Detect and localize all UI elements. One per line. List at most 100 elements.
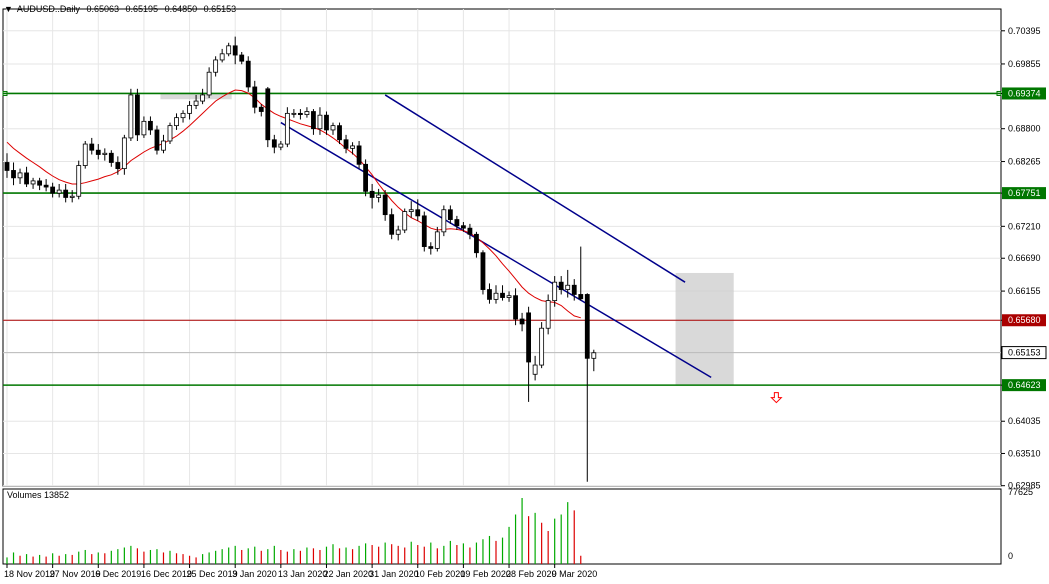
price-tick-label: 0.64035 <box>1008 416 1041 426</box>
candle-body <box>206 71 212 96</box>
candle-body <box>408 209 414 212</box>
candle-body <box>134 94 140 136</box>
down-arrow-icon <box>770 392 783 404</box>
price-tick-label: 0.70395 <box>1008 26 1041 36</box>
candle-body <box>558 281 564 290</box>
candle-body <box>102 152 108 155</box>
volume-tick-label: 0 <box>1008 551 1013 561</box>
candle-body <box>454 219 460 227</box>
date-tick-label: 16 Dec 2019 <box>141 569 192 579</box>
symbol-label: AUDUSD..Daily <box>16 4 80 14</box>
current-price-box <box>1001 346 1047 360</box>
main-plot-frame <box>2 8 1002 487</box>
candle-body <box>167 125 173 142</box>
open-value: 0.65063 <box>86 4 119 14</box>
candle-body <box>304 111 310 115</box>
candles <box>4 36 597 482</box>
volume-header: Volumes 13852 <box>7 490 70 500</box>
candle-body <box>43 184 49 188</box>
candle-body <box>474 233 479 254</box>
candle-body <box>187 104 192 114</box>
candle-body <box>69 195 75 198</box>
date-tick-label: 18 Nov 2019 <box>4 569 55 579</box>
price-label-box <box>1002 314 1046 327</box>
candle-body <box>402 211 408 231</box>
candle-body <box>428 246 434 249</box>
price-tick-label: 0.66155 <box>1008 286 1041 296</box>
candle-body <box>447 209 453 220</box>
moving-average <box>6 89 581 319</box>
price-label-text: 0.65680 <box>1008 315 1041 325</box>
candle-body <box>265 88 271 141</box>
candle-body <box>232 45 238 56</box>
date-tick-label: 6 Dec 2019 <box>95 569 141 579</box>
grid <box>3 9 1001 487</box>
candle-body <box>539 327 545 366</box>
candle-body <box>395 229 401 235</box>
price-label-box <box>1002 379 1046 392</box>
candle-body <box>337 125 342 141</box>
price-tick-label: 0.67210 <box>1008 221 1041 231</box>
candle-body <box>89 143 95 151</box>
candle-body <box>506 295 512 298</box>
candle-body <box>82 143 88 166</box>
chart-header: ▼ AUDUSD..Daily 0.65063 0.65195 0.64850 0… <box>4 4 240 14</box>
candle-body <box>369 190 375 198</box>
current-price-text: 0.65153 <box>1008 348 1041 358</box>
moving-average-line <box>6 89 581 319</box>
candle-body <box>467 227 473 235</box>
candle-body <box>578 294 584 300</box>
candle-body <box>4 162 10 171</box>
date-tick-label: 10 Feb 2020 <box>415 569 466 579</box>
candle-body <box>154 129 160 151</box>
candle-body <box>252 86 258 108</box>
candle-body <box>271 139 277 148</box>
volume-bars <box>6 498 582 564</box>
candle-body <box>291 112 297 115</box>
candle-body <box>545 300 551 329</box>
candle-body <box>532 364 538 375</box>
candle-body <box>239 54 245 62</box>
candle-body <box>434 231 440 249</box>
date-tick-label: 3 Jan 2020 <box>232 569 277 579</box>
candle-body <box>571 284 577 295</box>
candle-body <box>180 112 186 119</box>
low-value: 0.64850 <box>164 4 198 14</box>
candle-body <box>487 289 492 300</box>
date-tick-label: 13 Jan 2020 <box>278 569 328 579</box>
candle-body <box>552 281 558 302</box>
date-tick-label: 19 Feb 2020 <box>460 569 511 579</box>
candle-body <box>415 209 421 217</box>
candle-body <box>37 180 42 186</box>
candle-body <box>11 170 16 179</box>
price-tick-label: 0.68265 <box>1008 157 1041 167</box>
candle-body <box>200 94 206 102</box>
price-tick-label: 0.69855 <box>1008 59 1041 69</box>
candle-body <box>245 60 251 88</box>
candle-body <box>219 53 225 61</box>
collapse-icon[interactable]: ▼ <box>4 4 13 14</box>
candle-body <box>258 106 264 112</box>
price-tick-label: 0.66690 <box>1008 253 1041 263</box>
candle-body <box>193 100 199 106</box>
candle-body <box>278 143 284 148</box>
candle-body <box>584 294 590 359</box>
volume-axis: 77625 0 <box>1008 487 1033 561</box>
candle-body <box>284 112 290 145</box>
candle-body <box>17 172 23 179</box>
price-label-box <box>1002 87 1046 100</box>
candle-body <box>460 225 466 229</box>
candle-body <box>480 252 486 290</box>
candle-body <box>148 120 153 131</box>
arrow-marker <box>770 392 783 404</box>
candle-body <box>128 94 134 139</box>
price-label-text: 0.64623 <box>1008 380 1041 390</box>
price-label-text: 0.67751 <box>1008 188 1041 198</box>
candle-body <box>311 111 316 130</box>
candle-body <box>513 295 518 320</box>
high-value: 0.65195 <box>125 4 159 14</box>
price-label-box <box>1002 187 1046 200</box>
candle-body <box>226 45 232 55</box>
